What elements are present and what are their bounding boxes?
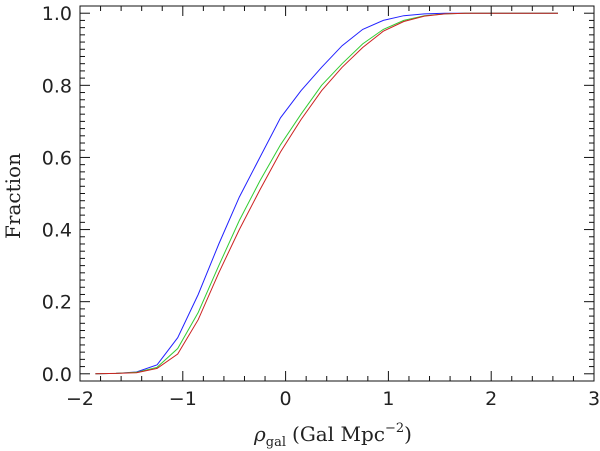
x-tick-label: 3 (588, 388, 600, 410)
series-line-1 (95, 12, 558, 375)
y-tick-label: 0.8 (42, 75, 72, 97)
x-tick-label: 0 (280, 388, 292, 410)
x-axis-label-symbol: ρ (253, 422, 266, 446)
x-tick-label: −1 (169, 388, 197, 410)
x-axis-label-subscript: gal (266, 435, 286, 450)
x-axis-label-unit-exponent: −2 (385, 421, 404, 436)
y-tick-label: 0.0 (42, 364, 72, 386)
x-tick-label: 1 (382, 388, 394, 410)
x-tick-label: −2 (66, 388, 94, 410)
series-line-2 (95, 12, 558, 375)
tick-labels: −2 −1 0 1 2 3 0.0 0.2 0.4 0.6 0.8 1.0 (42, 3, 600, 410)
axis-ticks (79, 6, 595, 381)
y-tick-label: 0.2 (42, 292, 72, 314)
x-axis-label: ρgal (Gal Mpc−2) (253, 421, 412, 450)
y-tick-label: 0.4 (42, 220, 72, 242)
x-axis-label-unit-prefix: (Gal Mpc (292, 422, 385, 446)
plot-area (95, 12, 558, 375)
axis-frame (79, 5, 595, 382)
y-tick-label: 0.6 (42, 147, 72, 169)
series-line-3 (95, 12, 558, 375)
x-tick-label: 2 (485, 388, 497, 410)
y-tick-label: 1.0 (42, 3, 72, 25)
y-axis-label: Fraction (1, 153, 25, 239)
x-axis-label-unit-suffix: ) (404, 422, 412, 446)
